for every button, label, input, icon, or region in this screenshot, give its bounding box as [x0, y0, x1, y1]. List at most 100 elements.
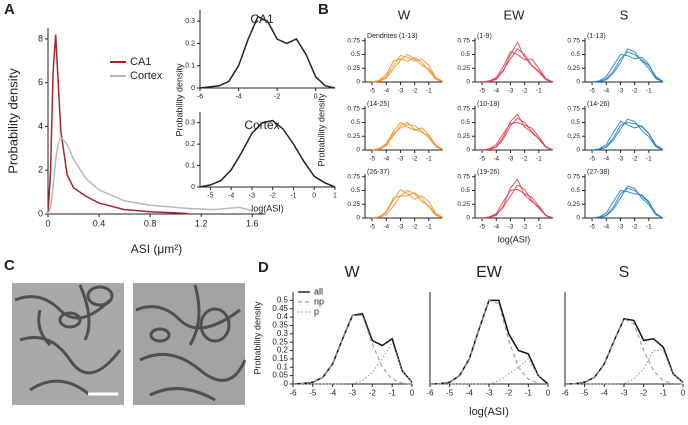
- y-tick-label: 0: [466, 147, 470, 154]
- x-axis-label: ASI (μm²): [131, 242, 183, 256]
- x-tick-label: -1: [646, 223, 652, 230]
- chart-title: EW: [476, 264, 503, 281]
- x-tick-label: -2: [632, 155, 638, 162]
- column-title: S: [620, 7, 629, 22]
- density-curve: [482, 121, 554, 151]
- x-tick-label: -4: [493, 223, 499, 230]
- y-axis-label: Probability density: [316, 93, 326, 167]
- density-curve: [482, 51, 554, 83]
- x-tick-label: -5: [479, 223, 485, 230]
- x-tick-label: 1.2: [195, 219, 208, 229]
- subplot-label: (10-18): [477, 101, 500, 108]
- series-line: [292, 312, 413, 385]
- x-tick-label: -2: [412, 87, 418, 94]
- y-tick-label: 0.75: [567, 37, 580, 44]
- x-tick-label: -6: [561, 389, 569, 398]
- y-tick-label: 0: [356, 79, 360, 86]
- series-line: [429, 299, 549, 385]
- y-tick-label: 0.2: [185, 40, 195, 47]
- y-tick-label: 0.75: [567, 105, 580, 112]
- density-curve: [372, 121, 444, 151]
- y-tick-label: 0.4: [277, 312, 289, 321]
- y-tick-label: 0: [356, 147, 360, 154]
- x-tick-label: -2: [632, 223, 638, 230]
- x-tick-label: -6: [289, 389, 297, 398]
- y-tick-label: 0.2: [277, 346, 289, 355]
- subplot-label: Dendrites (1-13): [367, 33, 418, 40]
- legend-label: p: [314, 306, 319, 316]
- x-tick-label: -3: [398, 87, 404, 94]
- y-tick-label: 0: [466, 79, 470, 86]
- y-tick-label: 0.1: [185, 63, 195, 70]
- x-tick-label: -4: [603, 155, 609, 162]
- x-tick-label: -5: [369, 155, 375, 162]
- series-line: [430, 358, 549, 385]
- density-curve: [592, 51, 664, 83]
- x-tick-label: -6: [426, 389, 434, 398]
- legend-label: CA1: [130, 56, 151, 68]
- x-tick-label: -4: [228, 193, 234, 200]
- x-tick-label: -1: [536, 223, 542, 230]
- subplot-label: (26-37): [367, 169, 390, 176]
- x-tick-label: 0.8: [144, 219, 157, 229]
- x-tick-label: -3: [618, 87, 624, 94]
- x-tick-label: -3: [618, 155, 624, 162]
- density-curve: [482, 188, 554, 219]
- x-tick-label: -3: [485, 389, 493, 398]
- x-tick-label: -5: [207, 193, 213, 200]
- legend-label: all: [314, 286, 323, 296]
- x-tick-label: 0: [681, 389, 686, 398]
- x-tick-label: -5: [369, 223, 375, 230]
- series-line: [565, 349, 684, 385]
- x-tick-label: -4: [235, 94, 241, 101]
- y-tick-label: 0: [38, 208, 43, 218]
- y-tick-label: 0.25: [272, 337, 288, 346]
- x-tick-label: -1: [536, 87, 542, 94]
- series-line: [429, 299, 549, 385]
- y-tick-label: 4: [38, 121, 43, 131]
- y-tick-label: 0: [466, 215, 470, 222]
- density-curve: [592, 185, 664, 219]
- y-tick-label: 6: [38, 77, 43, 87]
- legend-label: np: [314, 296, 324, 306]
- y-tick-label: 0: [576, 79, 580, 86]
- x-tick-label: -1: [646, 155, 652, 162]
- chart-title: Cortex: [244, 118, 279, 132]
- y-tick-label: 0.25: [347, 65, 360, 72]
- y-tick-label: 8: [38, 33, 43, 43]
- x-tick-label: 0: [410, 389, 415, 398]
- subplot-label: (1-13): [587, 33, 606, 40]
- panel-c-images: [12, 283, 247, 405]
- x-tick-label: -2: [412, 223, 418, 230]
- density-curve: [372, 189, 444, 219]
- y-tick-label: 0.5: [351, 187, 360, 194]
- legend-label: Cortex: [130, 70, 163, 82]
- x-tick-label: -4: [329, 389, 337, 398]
- x-tick-label: -1: [389, 389, 397, 398]
- x-tick-label: -4: [493, 87, 499, 94]
- x-tick-label: -5: [369, 87, 375, 94]
- x-tick-label: 0: [546, 389, 551, 398]
- x-tick-label: -4: [466, 389, 474, 398]
- series-line: [293, 340, 413, 385]
- panel-letter: C: [4, 257, 15, 274]
- series-line: [47, 136, 253, 215]
- x-axis-label: log(ASI): [251, 203, 284, 213]
- y-tick-label: 0: [191, 85, 195, 92]
- x-tick-label: -3: [349, 389, 357, 398]
- y-tick-label: 0.5: [351, 51, 360, 58]
- y-tick-label: 0.25: [457, 201, 470, 208]
- x-tick-label: -4: [601, 389, 609, 398]
- density-curve: [592, 53, 664, 83]
- subplot-label: (14-26): [587, 101, 610, 108]
- x-tick-label: -5: [589, 87, 595, 94]
- panel-letter: B: [318, 1, 329, 18]
- y-tick-label: 0.5: [571, 51, 580, 58]
- y-tick-label: 0.5: [277, 295, 289, 304]
- density-curve: [372, 188, 444, 219]
- x-tick-label: -3: [398, 223, 404, 230]
- series-line: [199, 119, 336, 188]
- x-tick-label: -5: [309, 389, 317, 398]
- series-line: [292, 314, 413, 385]
- density-curve: [482, 184, 554, 219]
